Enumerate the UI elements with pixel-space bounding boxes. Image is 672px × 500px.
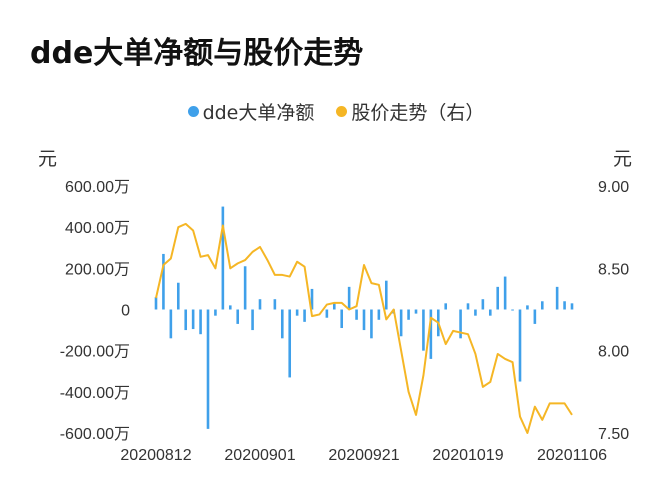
dde-bar xyxy=(221,206,225,310)
right-tick-label: 9.00 xyxy=(598,179,629,196)
chart-title: dde大单净额与股价走势 xyxy=(30,36,364,71)
dde-bar xyxy=(154,297,158,310)
left-tick-label: 200.00万 xyxy=(65,261,130,278)
legend-label-dde: dde大单净额 xyxy=(202,102,315,124)
left-tick-label: 0 xyxy=(121,303,130,320)
dde-bar xyxy=(459,309,462,339)
dde-bar xyxy=(251,309,254,331)
legend-item-dde[interactable]: dde大单净额 xyxy=(187,98,315,125)
dde-bar xyxy=(295,309,299,316)
dde-bar xyxy=(511,309,514,311)
dde-bar xyxy=(347,286,351,310)
dde-bar xyxy=(481,299,485,310)
dde-bar xyxy=(540,301,544,310)
dde-bar xyxy=(214,309,217,316)
price-line xyxy=(155,222,573,434)
dde-bar xyxy=(355,309,358,320)
dde-bar xyxy=(176,282,180,310)
dde-bar xyxy=(407,309,410,320)
legend-item-price[interactable]: 股价走势（右） xyxy=(336,98,484,125)
dde-bar xyxy=(162,253,165,310)
dde-bar xyxy=(414,309,418,314)
dde-bar xyxy=(422,309,425,351)
dde-bar xyxy=(236,309,240,324)
dde-bar xyxy=(280,309,284,339)
x-tick-label: 20201106 xyxy=(537,447,607,464)
legend-dot-dde-icon xyxy=(187,106,199,117)
dde-bar xyxy=(191,309,195,330)
dde-bar xyxy=(206,309,210,429)
dde-bar xyxy=(228,305,232,310)
left-tick-label: -400.00万 xyxy=(60,385,130,402)
dde-bar xyxy=(370,309,373,339)
dde-bar xyxy=(496,286,500,310)
dde-bar xyxy=(362,309,366,331)
dde-bar xyxy=(474,309,477,316)
x-tick-label: 20200921 xyxy=(328,447,399,464)
dde-bar xyxy=(503,276,507,310)
dde-bar xyxy=(526,305,529,310)
x-tick-label: 20200901 xyxy=(224,447,295,464)
dde-bar xyxy=(288,309,292,378)
legend-dot-price-icon xyxy=(336,106,348,117)
dde-bar xyxy=(273,299,277,310)
left-axis-unit: 元 xyxy=(38,148,58,170)
dde-bar xyxy=(429,309,433,359)
dde-bar xyxy=(384,280,388,310)
left-tick-label: -600.00万 xyxy=(60,426,130,443)
dde-bar xyxy=(563,301,566,310)
right-axis-unit: 元 xyxy=(613,148,633,170)
dde-bar xyxy=(555,286,559,310)
dde-bar xyxy=(340,309,344,329)
left-tick-label: -200.00万 xyxy=(60,344,130,361)
dde-bar xyxy=(518,309,522,382)
x-tick-label: 20200812 xyxy=(120,447,191,464)
dde-bar xyxy=(199,309,202,335)
dde-bar xyxy=(570,303,574,310)
dde-bar xyxy=(377,309,381,320)
dde-bar xyxy=(325,309,329,318)
right-tick-label: 7.50 xyxy=(598,426,629,443)
right-tick-label: 8.00 xyxy=(598,344,629,361)
dde-bar xyxy=(310,288,314,310)
dde-bar xyxy=(444,303,448,310)
dde-bar xyxy=(303,309,306,322)
dde-bar xyxy=(466,303,470,310)
dde-bar xyxy=(332,303,336,310)
dde-bar xyxy=(488,309,492,316)
left-tick-label: 600.00万 xyxy=(65,179,130,196)
dde-bar xyxy=(258,299,262,310)
right-tick-label: 8.50 xyxy=(598,261,629,278)
legend: dde大单净额 股价走势（右） xyxy=(0,98,672,125)
x-tick-label: 20201019 xyxy=(432,447,503,464)
dde-bar xyxy=(184,309,188,331)
legend-label-price: 股价走势（右） xyxy=(351,102,485,124)
dde-bar xyxy=(399,309,403,337)
dde-bar xyxy=(243,266,247,310)
dde-bar xyxy=(533,309,537,324)
left-tick-label: 400.00万 xyxy=(65,220,130,237)
dde-bar xyxy=(169,309,173,339)
